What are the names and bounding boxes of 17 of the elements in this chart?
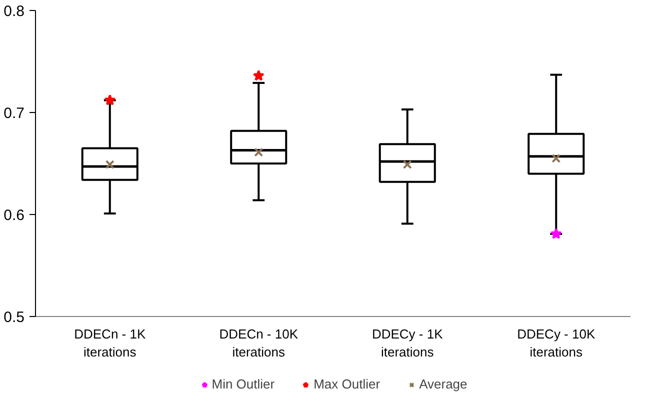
point xyxy=(104,94,116,106)
x-tick-label: DDECn - 1K iterations xyxy=(74,326,146,360)
legend-label: Min Outlier xyxy=(212,376,275,392)
x-tick-label: DDECy - 1K iterations xyxy=(372,326,444,360)
point xyxy=(252,70,264,81)
point xyxy=(552,154,561,163)
point xyxy=(105,160,114,170)
x-tick-label: DDECy - 10K iterations xyxy=(517,326,596,360)
x-tick-label: DDECn - 10K iterations xyxy=(219,326,298,360)
point xyxy=(254,148,264,157)
y-tick-label: 0.5 xyxy=(4,309,25,326)
y-tick-label: 0.6 xyxy=(4,207,25,224)
legend-label: Max Outlier xyxy=(314,376,380,392)
point xyxy=(402,160,412,170)
y-tick-label: 0.8 xyxy=(4,3,25,20)
y-tick-label: 0.7 xyxy=(4,105,25,122)
legend-label: Average xyxy=(419,376,468,392)
